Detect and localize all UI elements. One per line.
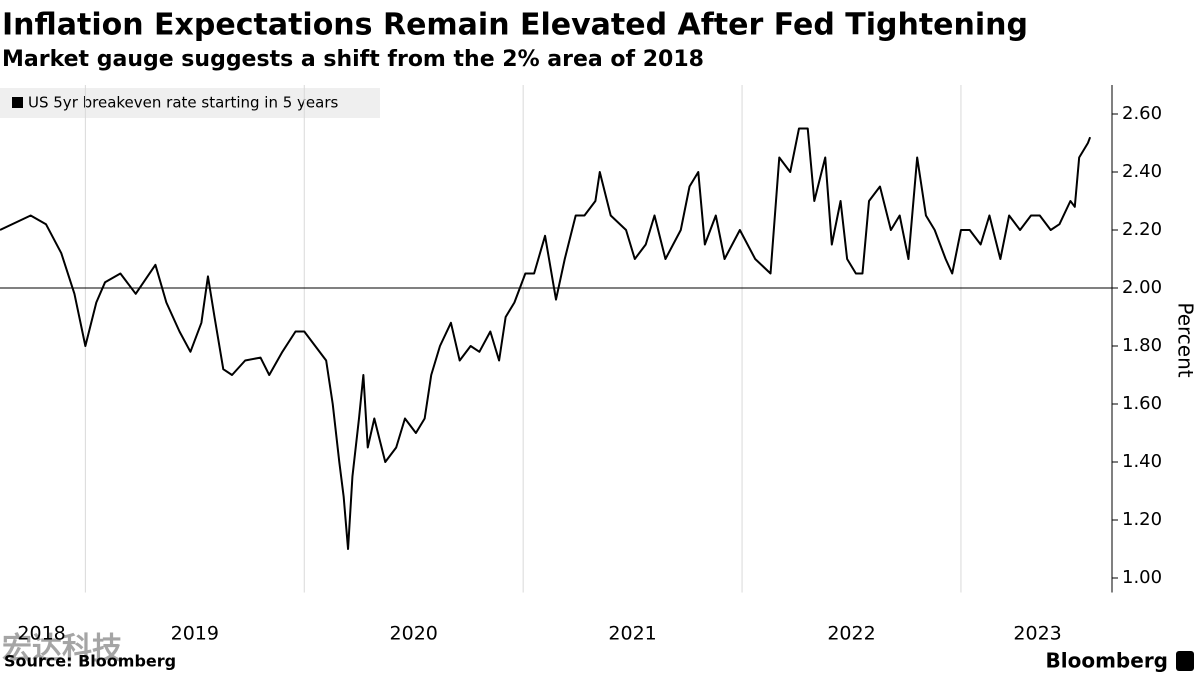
y-tick-label: 2.20: [1122, 219, 1162, 240]
legend-box: [0, 88, 380, 118]
x-tick-label: 2023: [1013, 623, 1061, 645]
y-tick-label: 1.80: [1122, 335, 1162, 356]
x-tick-label: 2020: [390, 623, 438, 645]
legend-label: US 5yr breakeven rate starting in 5 year…: [28, 94, 339, 112]
brand-icon: [1176, 651, 1194, 671]
y-tick-label: 1.40: [1122, 451, 1162, 472]
legend-swatch: [12, 97, 23, 108]
x-tick-label: 2019: [171, 623, 219, 645]
x-tick-label: 2018: [17, 623, 65, 645]
brand: Bloomberg: [1046, 649, 1168, 673]
chart-subtitle: Market gauge suggests a shift from the 2…: [2, 47, 704, 72]
x-tick-label: 2022: [827, 623, 875, 645]
y-tick-label: 2.40: [1122, 161, 1162, 182]
y-tick-label: 2.00: [1122, 277, 1162, 298]
data-line: [0, 127, 1092, 550]
x-tick-label: 2021: [608, 623, 656, 645]
y-tick-label: 1.00: [1122, 567, 1162, 588]
watermark: 宏达科技: [2, 632, 122, 667]
y-tick-label: 1.60: [1122, 393, 1162, 414]
chart-title: Inflation Expectations Remain Elevated A…: [2, 8, 1028, 43]
y-tick-label: 1.20: [1122, 509, 1162, 530]
source: Source: Bloomberg: [4, 652, 176, 671]
y-axis-label: Percent: [1174, 302, 1198, 377]
y-tick-label: 2.60: [1122, 103, 1162, 124]
